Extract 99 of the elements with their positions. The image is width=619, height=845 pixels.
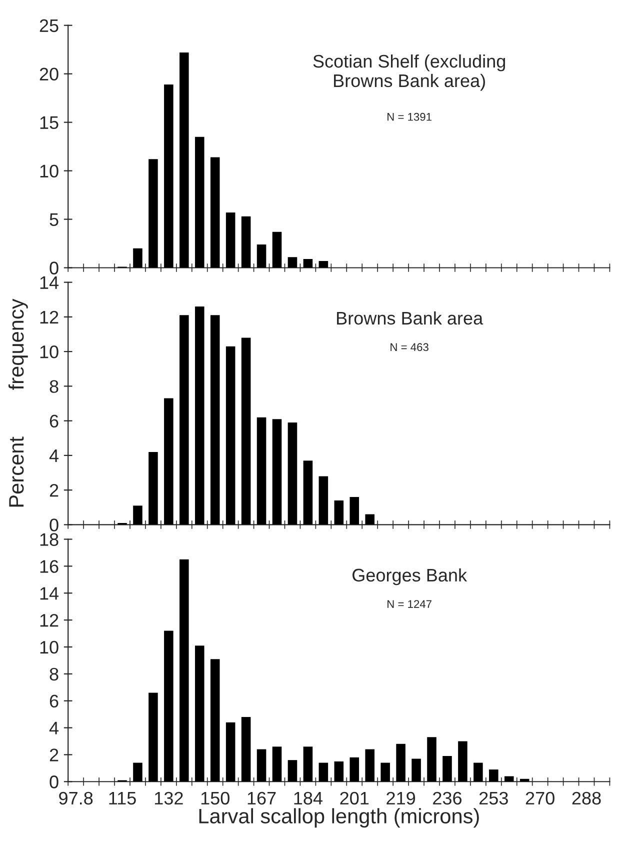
y-tick-label: 14 bbox=[40, 587, 59, 600]
x-tick-label: 201 bbox=[340, 792, 369, 805]
bar bbox=[520, 778, 530, 782]
bar bbox=[148, 452, 158, 525]
bar bbox=[303, 460, 313, 525]
bar bbox=[334, 761, 344, 782]
bar bbox=[180, 559, 189, 782]
bar bbox=[241, 338, 251, 525]
x-tick-label: 270 bbox=[526, 792, 554, 805]
y-tick-label: 15 bbox=[40, 116, 58, 130]
bar bbox=[133, 506, 142, 525]
annotation: Scotian Shelf (excluding Browns Bank area) bbox=[313, 54, 506, 91]
bar bbox=[412, 758, 421, 782]
bar bbox=[427, 737, 436, 782]
y-tick-label: 4 bbox=[49, 722, 59, 734]
bar bbox=[365, 749, 374, 782]
x-tick-label: 253 bbox=[480, 792, 508, 805]
y-tick-label: 12 bbox=[40, 310, 58, 324]
y-tick-label: 4 bbox=[49, 450, 59, 462]
bar bbox=[272, 746, 282, 782]
bar bbox=[318, 476, 328, 525]
bar bbox=[226, 212, 236, 268]
bar bbox=[241, 216, 251, 268]
bar bbox=[489, 770, 498, 782]
bar bbox=[318, 762, 328, 782]
bar bbox=[350, 757, 360, 782]
bar bbox=[180, 315, 189, 525]
bar bbox=[210, 315, 220, 525]
bar bbox=[442, 756, 452, 782]
x-tick-label: 288 bbox=[572, 792, 601, 805]
x-tick-label: 150 bbox=[201, 792, 230, 805]
y-tick-label: 0 bbox=[50, 262, 58, 274]
bar bbox=[303, 746, 313, 782]
annotation: N = 463 bbox=[390, 343, 428, 352]
bar bbox=[334, 500, 344, 525]
bar bbox=[210, 659, 220, 782]
x-tick-label: 132 bbox=[154, 792, 183, 805]
x-tick-label: 167 bbox=[248, 792, 276, 805]
x-tick-label: 219 bbox=[386, 792, 416, 805]
y-tick-label: 2 bbox=[50, 484, 58, 497]
x-axis-title: Larval scallop length (microns) bbox=[199, 808, 479, 828]
bar bbox=[226, 346, 236, 525]
annotation: Browns Bank area bbox=[337, 311, 484, 325]
bar bbox=[303, 259, 313, 268]
annotation: Georges Bank bbox=[352, 568, 468, 586]
x-tick-label: 115 bbox=[109, 792, 136, 805]
y-tick-label: 2 bbox=[50, 748, 58, 762]
bar bbox=[226, 722, 236, 782]
bar bbox=[256, 417, 266, 525]
bar bbox=[365, 514, 374, 525]
bar bbox=[474, 762, 483, 782]
bar bbox=[164, 398, 174, 525]
y-tick-label: 10 bbox=[40, 164, 58, 178]
x-tick-label: 97.8 bbox=[59, 792, 93, 805]
bar bbox=[256, 749, 266, 782]
bar bbox=[318, 260, 328, 268]
bar bbox=[256, 244, 266, 268]
bar bbox=[194, 306, 204, 525]
y-tick-label: 18 bbox=[40, 533, 58, 546]
x-tick-label: 236 bbox=[433, 792, 462, 805]
y-tick-label: 12 bbox=[40, 614, 58, 627]
bar bbox=[241, 716, 251, 782]
y-tick-label: 10 bbox=[40, 640, 58, 654]
bar bbox=[133, 762, 142, 782]
bar bbox=[288, 422, 298, 525]
bar bbox=[288, 760, 298, 782]
annotation: N = 1247 bbox=[388, 600, 432, 608]
bar bbox=[272, 419, 282, 525]
bar bbox=[272, 232, 282, 268]
bar bbox=[210, 157, 220, 268]
y-tick-label: 6 bbox=[50, 414, 58, 428]
bar bbox=[288, 257, 298, 268]
bar bbox=[148, 692, 158, 782]
y-tick-label: 6 bbox=[50, 694, 58, 708]
y-tick-label: 16 bbox=[40, 560, 58, 573]
bar bbox=[164, 84, 174, 268]
bar bbox=[458, 741, 468, 782]
y-tick-label: 0 bbox=[50, 776, 58, 788]
y-tick-label: 8 bbox=[50, 380, 58, 393]
y-tick-label: 0 bbox=[50, 518, 58, 532]
y-tick-label: 25 bbox=[40, 19, 58, 32]
bar bbox=[504, 776, 514, 782]
y-tick-label: 20 bbox=[40, 68, 58, 81]
bar bbox=[350, 496, 360, 525]
bar bbox=[396, 744, 406, 782]
y-tick-label: 14 bbox=[40, 276, 59, 289]
bar bbox=[133, 248, 142, 268]
bar bbox=[194, 646, 204, 782]
bar bbox=[380, 762, 390, 782]
x-tick-label: 184 bbox=[294, 792, 322, 805]
annotation: N = 1391 bbox=[388, 112, 432, 121]
y-tick-label: 10 bbox=[40, 345, 58, 358]
y-axis-title: Percent frequency bbox=[8, 298, 28, 507]
y-tick-label: 8 bbox=[50, 668, 58, 681]
bar bbox=[194, 136, 204, 268]
bar bbox=[148, 159, 158, 268]
bar bbox=[180, 52, 189, 268]
y-tick-label: 5 bbox=[50, 213, 58, 226]
bar bbox=[164, 630, 174, 782]
